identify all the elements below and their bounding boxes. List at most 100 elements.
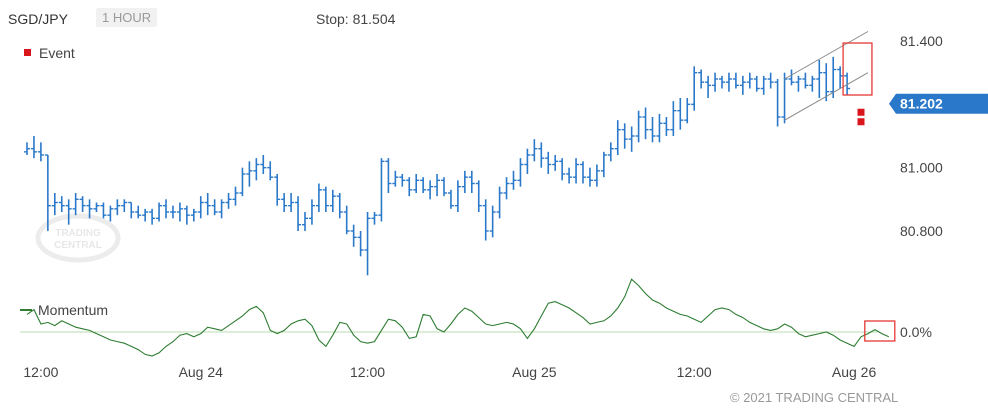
ohlc-bar xyxy=(135,205,142,219)
ohlc-bar xyxy=(204,193,211,216)
ohlc-bar xyxy=(427,180,434,200)
ohlc-bar xyxy=(517,158,524,187)
ohlc-bars xyxy=(24,56,851,276)
ohlc-bar xyxy=(774,79,781,127)
ohlc-bar xyxy=(802,72,809,89)
ohlc-bar xyxy=(114,199,121,216)
ohlc-bar xyxy=(232,186,239,206)
price-tick-label: 81.400 xyxy=(900,33,943,49)
ohlc-bar xyxy=(691,66,698,111)
ohlc-bar xyxy=(378,158,385,222)
event-legend-label: Event xyxy=(39,45,75,61)
ohlc-bar xyxy=(322,186,329,212)
ohlc-bar xyxy=(413,174,420,193)
ohlc-bar xyxy=(816,60,823,98)
ohlc-bar xyxy=(176,202,183,222)
momentum-legend: Momentum xyxy=(20,302,108,318)
ohlc-bar xyxy=(468,170,475,193)
ohlc-bar xyxy=(295,196,302,231)
ohlc-bar xyxy=(169,205,176,219)
ohlc-bar xyxy=(830,56,837,98)
ohlc-bar xyxy=(156,202,163,222)
momentum-line-icon xyxy=(20,309,32,311)
event-marker-icon xyxy=(24,49,31,56)
ohlc-bar xyxy=(635,110,642,143)
ohlc-bar xyxy=(329,189,336,212)
ohlc-bar xyxy=(781,72,788,124)
ohlc-bar xyxy=(364,212,371,276)
watermark-line1: TRADING xyxy=(55,228,101,239)
ohlc-bar xyxy=(607,142,614,162)
symbol-label: SGD/JPY xyxy=(8,11,68,27)
ohlc-bar xyxy=(30,136,37,159)
ohlc-bar xyxy=(524,148,531,174)
time-tick-label: Aug 26 xyxy=(832,364,877,380)
ohlc-bar xyxy=(371,212,378,225)
ohlc-bar xyxy=(121,199,128,212)
highlight-box xyxy=(842,42,873,96)
ohlc-bar xyxy=(260,155,267,174)
price-tick-label: 80.800 xyxy=(900,223,943,239)
ohlc-bar xyxy=(190,208,197,222)
ohlc-bar xyxy=(566,167,573,184)
ohlc-bar xyxy=(197,196,204,219)
ohlc-bar xyxy=(441,177,447,197)
ohlc-bar xyxy=(559,158,566,181)
ohlc-bar xyxy=(656,113,663,143)
ohlc-bar xyxy=(302,212,308,231)
ohlc-bar xyxy=(705,75,712,98)
ohlc-bar xyxy=(739,75,746,95)
ohlc-bar xyxy=(72,193,79,216)
ohlc-bar xyxy=(684,98,691,124)
ohlc-bar xyxy=(614,120,621,155)
ohlc-bar xyxy=(211,199,218,216)
ohlc-bar xyxy=(288,193,295,212)
channel-lower-line xyxy=(784,72,869,121)
watermark-logo: TRADING CENTRAL xyxy=(35,213,121,263)
ohlc-bar xyxy=(93,202,100,212)
ohlc-bar xyxy=(538,142,545,168)
ohlc-bar xyxy=(37,142,44,162)
current-price-tag: 81.202 xyxy=(889,93,988,114)
ohlc-bar xyxy=(496,186,503,219)
ohlc-bar xyxy=(218,199,225,219)
time-tick-label: 12:00 xyxy=(350,364,385,380)
ohlc-bar xyxy=(677,98,684,130)
time-tick-label: Aug 25 xyxy=(512,364,557,380)
price-channel xyxy=(784,31,873,121)
ohlc-bar xyxy=(406,177,413,197)
ohlc-bar xyxy=(719,75,725,89)
ohlc-bar xyxy=(586,167,593,187)
ohlc-bar xyxy=(760,75,767,95)
ohlc-bar xyxy=(642,107,649,140)
ohlc-bar xyxy=(107,205,114,222)
ohlc-bar xyxy=(86,199,93,219)
stop-label: Stop: 81.504 xyxy=(316,11,396,27)
price-tag-background xyxy=(889,93,988,114)
interval-selector[interactable]: 1 HOUR xyxy=(96,8,158,27)
ohlc-bar xyxy=(149,208,156,225)
ohlc-bar xyxy=(308,199,315,225)
ohlc-bar xyxy=(343,205,350,235)
ohlc-bar xyxy=(649,117,656,143)
ohlc-bar xyxy=(482,199,489,241)
ohlc-bar xyxy=(698,69,705,89)
ohlc-bar xyxy=(183,205,190,225)
price-tag-label: 81.202 xyxy=(900,96,943,112)
ohlc-bar xyxy=(475,180,482,212)
ohlc-bar xyxy=(128,201,135,219)
copyright-text: © 2021 TRADING CENTRAL xyxy=(730,390,899,405)
ohlc-bar xyxy=(593,164,600,187)
ohlc-bar xyxy=(357,231,364,257)
ohlc-bar xyxy=(44,154,51,231)
ohlc-bar xyxy=(51,193,58,216)
ohlc-bar xyxy=(628,126,635,152)
ohlc-bar xyxy=(315,183,322,212)
ohlc-bar xyxy=(58,196,65,212)
momentum-legend-label: Momentum xyxy=(38,302,109,318)
ohlc-bar xyxy=(392,170,399,187)
ohlc-bar xyxy=(531,139,538,162)
ohlc-bar xyxy=(399,174,406,187)
event-legend: Event xyxy=(24,45,75,61)
